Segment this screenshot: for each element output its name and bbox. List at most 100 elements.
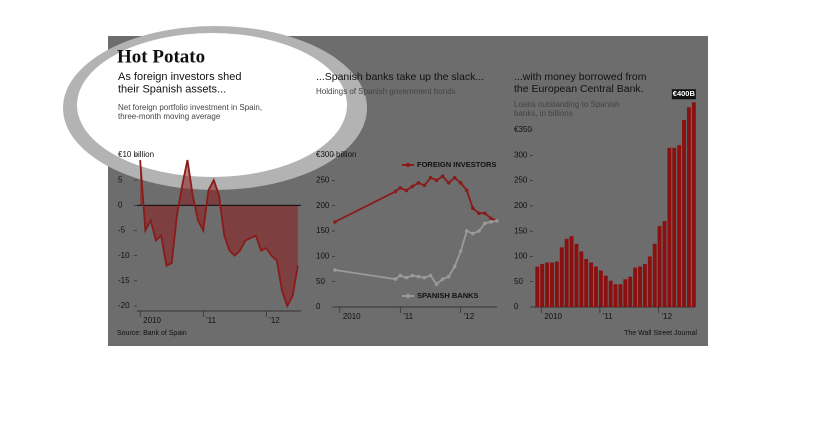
bar: [662, 221, 667, 307]
point: [464, 188, 469, 193]
y-tick-label: 250: [316, 175, 330, 184]
x-tick-label: 2010: [343, 312, 361, 321]
panel-subtitle: Loans outstanding to Spanish banks, in bi…: [514, 100, 619, 118]
y-tick-label: 100: [316, 251, 330, 260]
point: [398, 186, 403, 190]
credit: The Wall Street Journal: [624, 330, 697, 337]
point: [477, 229, 481, 233]
bar: [569, 236, 574, 307]
y-tick-label: 0: [514, 302, 519, 311]
point: [434, 282, 439, 287]
bar: [603, 275, 608, 307]
y-tick-label: -15: [118, 276, 130, 285]
y-tick-label: 300: [514, 150, 528, 159]
bar: [667, 147, 672, 307]
bar: [638, 266, 642, 307]
point: [428, 273, 433, 278]
bar: [633, 267, 638, 307]
bar: [589, 262, 594, 307]
legend-marker: [405, 293, 411, 299]
point: [393, 189, 398, 194]
y-tick-label: €350: [514, 125, 532, 134]
bar: [564, 238, 569, 307]
bar: [657, 226, 662, 307]
y-tick-label: 100: [514, 252, 528, 261]
x-tick-label: '11: [403, 312, 413, 321]
line: [139, 159, 299, 309]
point: [495, 219, 499, 223]
panel-title: As foreign investors shed their Spanish a…: [118, 71, 242, 96]
point: [393, 277, 398, 281]
point: [471, 206, 475, 210]
legend-label: FOREIGN INVESTORS: [417, 160, 496, 169]
point: [428, 176, 433, 180]
panel-subtitle: Net foreign portfolio investment in Spai…: [118, 103, 262, 121]
y-tick-label: 0: [316, 302, 321, 311]
bar: [545, 262, 550, 307]
x-tick-label: '12: [269, 316, 280, 325]
y-tick-label: 200: [514, 201, 528, 210]
x-tick-label: '12: [662, 312, 673, 321]
bar: [677, 145, 682, 307]
source: Source: Bank of Spain: [117, 330, 187, 337]
spotlight: [77, 33, 347, 177]
y-tick-label: 50: [316, 277, 325, 286]
x-tick-label: '11: [206, 316, 216, 325]
bar: [642, 264, 647, 307]
point: [452, 264, 457, 269]
x-tick-label: 2010: [143, 316, 161, 325]
point: [404, 275, 409, 280]
point: [416, 181, 421, 185]
bar: [652, 243, 657, 307]
point: [416, 274, 421, 279]
y-tick-label: 50: [514, 277, 523, 286]
y-tick-label: -5: [118, 226, 126, 235]
legend-label: SPANISH BANKS: [417, 291, 479, 300]
point: [440, 174, 445, 179]
point: [404, 188, 409, 193]
point: [483, 221, 487, 226]
point: [333, 220, 337, 224]
y-tick-label: 150: [514, 226, 528, 235]
main-title: Hot Potato: [117, 46, 205, 67]
bar: [540, 264, 545, 307]
panel-title: ...with money borrowed from the European …: [514, 71, 647, 95]
area-fill: [140, 160, 298, 306]
bar: [554, 261, 559, 307]
bar: [686, 107, 691, 307]
bar: [623, 279, 628, 307]
bar: [559, 247, 564, 307]
point: [434, 178, 439, 183]
point: [446, 274, 451, 279]
point: [464, 229, 469, 233]
x-tick-label: '11: [603, 312, 613, 321]
bar: [584, 258, 589, 307]
annotation-box: [671, 89, 696, 100]
panel-subtitle: Holdings of Spanish government bonds: [316, 87, 456, 96]
bar: [594, 266, 598, 307]
y-tick-label: -20: [118, 301, 130, 310]
bar: [672, 147, 677, 307]
bar: [613, 284, 618, 307]
bar: [647, 256, 652, 307]
point: [446, 181, 451, 185]
x-tick-label: '12: [464, 312, 475, 321]
legend-marker: [405, 162, 411, 168]
point: [489, 220, 493, 224]
bar: [550, 262, 554, 307]
bar: [608, 280, 613, 307]
point: [471, 231, 475, 236]
point: [458, 249, 463, 254]
bar: [535, 266, 540, 307]
point: [452, 176, 457, 180]
y-tick-label: €300 billion: [316, 150, 356, 159]
panel-title: ...Spanish banks take up the slack...: [316, 71, 484, 83]
point: [410, 273, 415, 278]
y-tick-label: 150: [316, 226, 330, 235]
point: [333, 268, 337, 272]
bar: [628, 276, 633, 307]
bar: [574, 243, 579, 307]
y-tick-label: 200: [316, 201, 330, 210]
y-tick-label: €10 billion: [118, 150, 154, 159]
